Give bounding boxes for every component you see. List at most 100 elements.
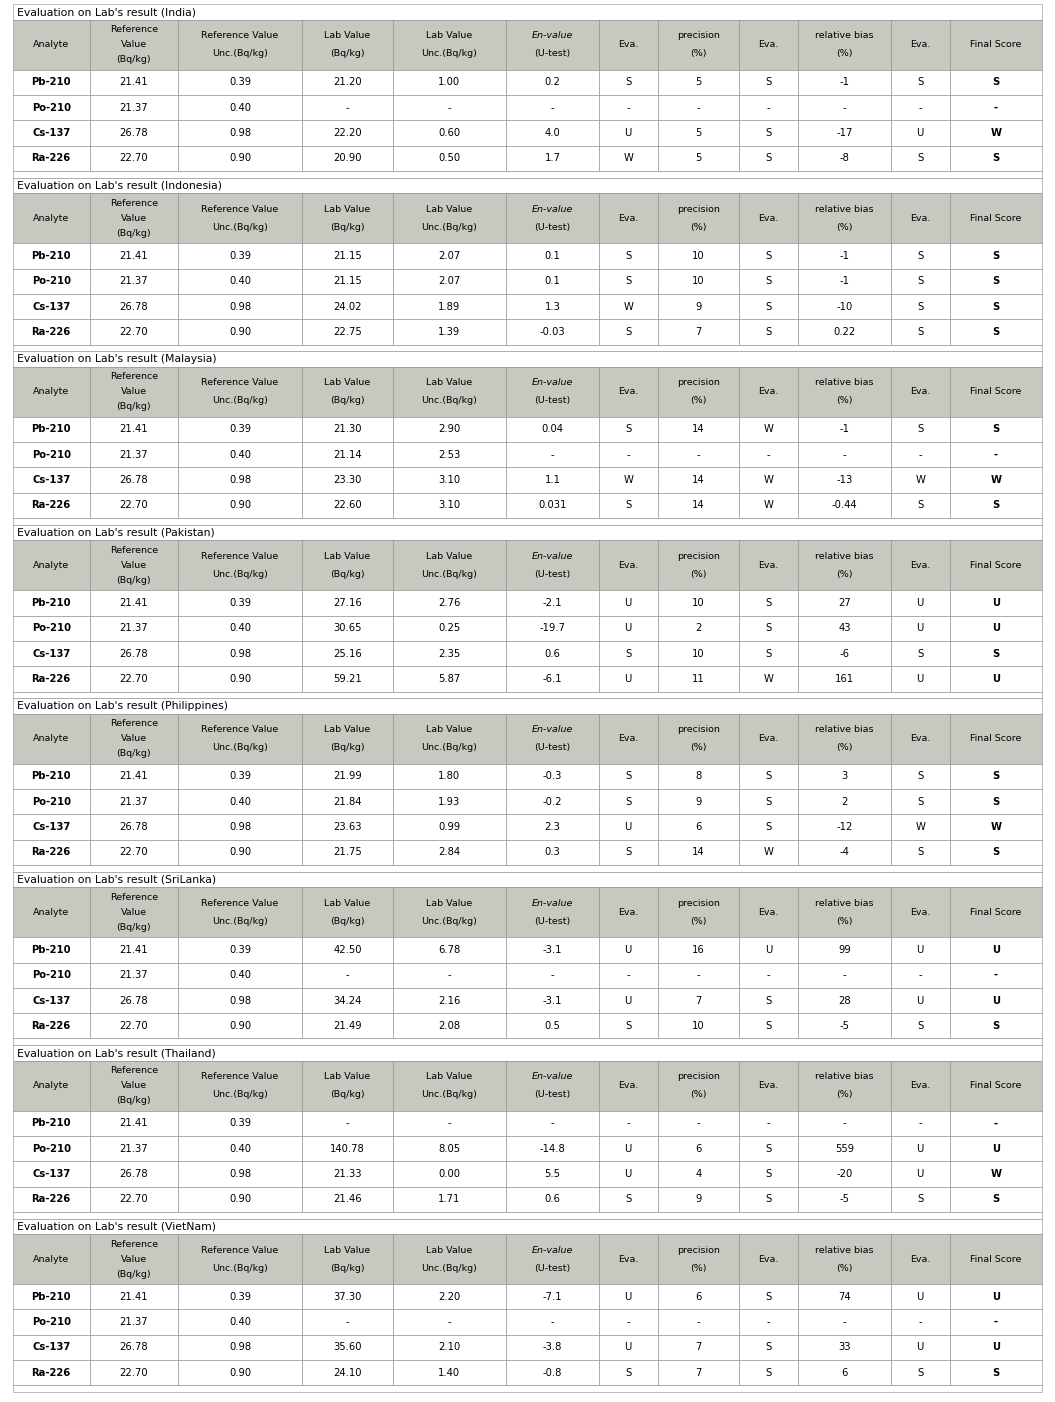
Text: W: W [915,822,925,831]
Text: S: S [765,622,771,634]
Bar [13,121,90,146]
Bar [392,963,506,988]
Text: 22.75: 22.75 [333,327,362,336]
Bar [506,988,599,1014]
Text: 10: 10 [692,649,705,659]
Text: 0.90: 0.90 [229,674,251,684]
Text: Po-210: Po-210 [32,276,71,286]
Text: 11: 11 [692,674,705,684]
Text: Cs-137: Cs-137 [32,1169,71,1179]
Bar [90,1061,178,1110]
Bar [740,243,798,269]
Bar [798,764,890,789]
Bar [798,243,890,269]
Text: Value: Value [120,387,147,397]
Text: U: U [917,1169,924,1179]
Text: U: U [625,945,632,955]
Bar [599,492,657,517]
Text: S: S [765,128,771,137]
Text: Eva.: Eva. [759,1081,779,1091]
Bar [950,988,1042,1014]
Bar [13,865,1042,872]
Bar [13,1136,90,1161]
Text: 21.15: 21.15 [333,251,362,261]
Text: 0.50: 0.50 [439,153,460,164]
Text: 21.49: 21.49 [333,1021,362,1030]
Bar [90,1360,178,1385]
Text: 26.78: 26.78 [119,1169,148,1179]
Bar [13,698,1042,714]
Text: Value: Value [120,1255,147,1263]
Bar [90,1309,178,1335]
Bar [392,320,506,345]
Text: (%): (%) [690,49,707,59]
Bar [657,1284,740,1309]
Bar [303,320,392,345]
Text: U: U [917,1343,924,1353]
Bar [890,20,950,70]
Bar [890,666,950,691]
Text: S: S [993,301,999,311]
Text: -3.1: -3.1 [542,945,562,955]
Text: (U-test): (U-test) [534,49,571,59]
Bar [392,121,506,146]
Text: 0.98: 0.98 [229,1343,251,1353]
Text: 21.37: 21.37 [119,970,148,980]
Text: -: - [696,970,701,980]
Text: Pb-210: Pb-210 [32,771,71,781]
Text: (Bq/kg): (Bq/kg) [330,49,365,59]
Bar [890,121,950,146]
Bar [178,146,303,171]
Text: Unc.(Bq/kg): Unc.(Bq/kg) [212,397,268,405]
Bar [303,146,392,171]
Text: 0.98: 0.98 [229,128,251,137]
Bar [599,615,657,641]
Bar [13,1360,90,1385]
Text: Value: Value [120,735,147,743]
Bar [13,171,1042,178]
Text: Analyte: Analyte [33,215,70,223]
Bar [890,1061,950,1110]
Text: (Bq/kg): (Bq/kg) [330,1091,365,1099]
Text: S: S [625,77,631,87]
Bar [178,193,303,243]
Bar [506,1360,599,1385]
Bar [657,294,740,320]
Bar [950,1284,1042,1309]
Text: Po-210: Po-210 [32,102,71,112]
Text: 22.70: 22.70 [119,327,148,336]
Text: 2.20: 2.20 [438,1291,461,1302]
Text: relative bias: relative bias [816,379,874,387]
Text: Eva.: Eva. [910,41,931,49]
Text: 6: 6 [695,822,702,831]
Bar [303,492,392,517]
Bar [657,615,740,641]
Bar [506,1061,599,1110]
Bar [798,320,890,345]
Text: En-value: En-value [532,725,573,735]
Text: Evaluation on Lab's result (India): Evaluation on Lab's result (India) [17,7,196,17]
Text: Reference Value: Reference Value [202,1073,279,1081]
Bar [950,416,1042,442]
Bar [798,666,890,691]
Bar [599,416,657,442]
Bar [392,1161,506,1186]
Text: 2.76: 2.76 [438,597,461,608]
Bar [90,789,178,815]
Bar [13,243,90,269]
Bar [950,367,1042,416]
Bar [599,442,657,467]
Bar [90,121,178,146]
Bar [950,95,1042,121]
Text: U: U [992,597,1000,608]
Bar [303,1309,392,1335]
Text: -: - [994,970,998,980]
Bar [392,294,506,320]
Text: -: - [918,970,922,980]
Text: W: W [764,501,773,510]
Text: W: W [991,822,1001,831]
Text: Pb-210: Pb-210 [32,1119,71,1129]
Text: relative bias: relative bias [816,552,874,561]
Bar [950,442,1042,467]
Text: S: S [765,1343,771,1353]
